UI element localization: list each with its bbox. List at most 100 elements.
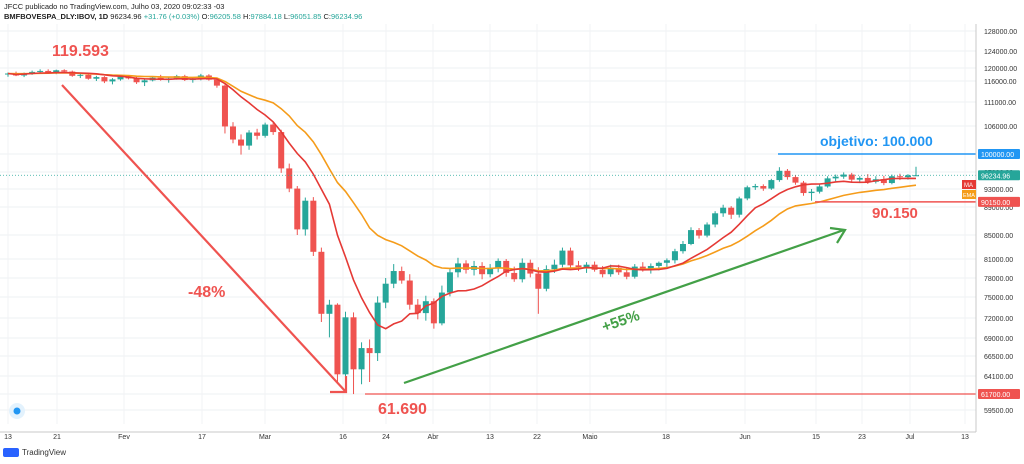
- low-badge: 61700.00: [981, 392, 1010, 399]
- candle-body: [286, 168, 293, 189]
- y-tick-label: 81000.00: [984, 257, 1013, 264]
- candle-body: [623, 272, 630, 277]
- candle-body: [479, 265, 486, 275]
- candle-body: [85, 74, 92, 79]
- candle-body: [302, 200, 309, 230]
- candle-body: [744, 187, 751, 199]
- candle-body: [559, 250, 566, 265]
- candle-body: [671, 251, 678, 261]
- high-label: H:: [242, 12, 251, 21]
- candle-body: [262, 124, 269, 136]
- candle-body: [133, 78, 140, 83]
- symbol-label: BMFBOVESPA_DLY:IBOV, 1D: [4, 12, 109, 21]
- candle-body: [760, 186, 767, 189]
- candle-body: [551, 264, 558, 270]
- candle-body: [93, 77, 100, 79]
- candle-body: [511, 272, 518, 280]
- candle-body: [880, 179, 887, 184]
- x-tick-label: Mar: [259, 434, 272, 441]
- candle-body: [527, 262, 534, 274]
- time-axis: 13 21 Fev 17 Mar 16 24 Abr 13 22 Maio 18 Jun 15 23 Jul 1…: [0, 431, 976, 441]
- low-value: 96051.85: [290, 12, 322, 21]
- candle-body: [679, 244, 686, 252]
- candle-body: [864, 177, 871, 182]
- y-tick-label: 78000.00: [984, 276, 1013, 283]
- candle-body: [543, 269, 550, 289]
- candle-body: [358, 348, 365, 370]
- watermark-dot: [13, 407, 21, 415]
- candle-body: [310, 200, 317, 252]
- candle-body: [270, 124, 277, 133]
- candle-body: [704, 224, 711, 236]
- candle-body: [414, 304, 421, 314]
- y-tick-label: 124000.00: [984, 49, 1017, 56]
- objective-label: objetivo: 100.000: [820, 133, 933, 149]
- x-tick-label: 17: [198, 434, 206, 441]
- candle-body: [816, 186, 823, 192]
- candle-body: [366, 348, 373, 354]
- candle-body: [213, 79, 220, 86]
- tradingview-logo[interactable]: TradingView: [3, 448, 66, 457]
- candle-body: [374, 302, 381, 354]
- candle-body: [350, 317, 357, 370]
- tradingview-icon: [3, 448, 19, 457]
- candle-body: [736, 198, 743, 215]
- candle-body: [141, 80, 148, 83]
- rise-arrow-line: [403, 228, 845, 385]
- candle-body: [567, 250, 574, 266]
- price-change: +31.76 (+0.03%): [143, 12, 200, 21]
- candle-body: [752, 186, 759, 188]
- y-tick-label: 120000.00: [984, 66, 1017, 73]
- candle-body: [808, 191, 815, 194]
- low-label: L:: [283, 12, 291, 21]
- candle-body: [503, 260, 510, 273]
- candle-body: [326, 304, 333, 314]
- rise-arrow-head: [829, 226, 847, 244]
- candle-body: [615, 267, 622, 273]
- low-badge-bg: [978, 389, 1020, 399]
- x-tick-label: Jul: [906, 434, 915, 441]
- ma-line: [7, 71, 917, 330]
- close-value: 96234.96: [331, 12, 363, 21]
- candle-body: [832, 176, 839, 179]
- candle-body: [438, 292, 445, 324]
- grid-lines: [0, 24, 976, 424]
- x-tick-label: 13: [4, 434, 12, 441]
- y-tick-label: 93000.00: [984, 187, 1013, 194]
- x-tick-label: 18: [662, 434, 670, 441]
- drop-arrow-head: [330, 376, 348, 394]
- ema-line: [7, 71, 917, 272]
- candle-body: [913, 175, 919, 177]
- candle-body: [487, 267, 494, 275]
- ma-tag-bg: [962, 180, 976, 189]
- candle-body: [101, 77, 108, 82]
- drop-pct-label: -48%: [188, 284, 225, 301]
- candle-body: [238, 139, 245, 146]
- candle-body: [342, 317, 349, 375]
- candle-body: [896, 176, 903, 178]
- objective-badge-bg: [978, 149, 1020, 159]
- candle-body: [607, 267, 614, 275]
- candle-body: [655, 262, 662, 266]
- candle-body: [631, 266, 638, 277]
- candle-body: [663, 260, 670, 263]
- candle-body: [246, 132, 253, 146]
- candle-body: [712, 213, 719, 225]
- ma-tag: MA: [964, 183, 973, 189]
- high-value: 97884.18: [250, 12, 282, 21]
- y-tick-label: 85000.00: [984, 233, 1013, 240]
- x-tick-label: 15: [812, 434, 820, 441]
- candle-body: [109, 79, 116, 82]
- ema-tag-bg: [962, 190, 976, 199]
- candle-body: [53, 70, 60, 73]
- moving-averages: [7, 71, 917, 330]
- x-tick-label: Fev: [118, 434, 130, 441]
- y-tick-label: 89000.00: [984, 205, 1013, 212]
- candle-body: [430, 301, 437, 324]
- candle-body: [45, 70, 52, 73]
- candle-body: [696, 230, 703, 236]
- y-tick-label: 111000.00: [984, 100, 1016, 107]
- last-price-badge: 96234.96: [981, 173, 1010, 180]
- candle-body: [888, 176, 895, 184]
